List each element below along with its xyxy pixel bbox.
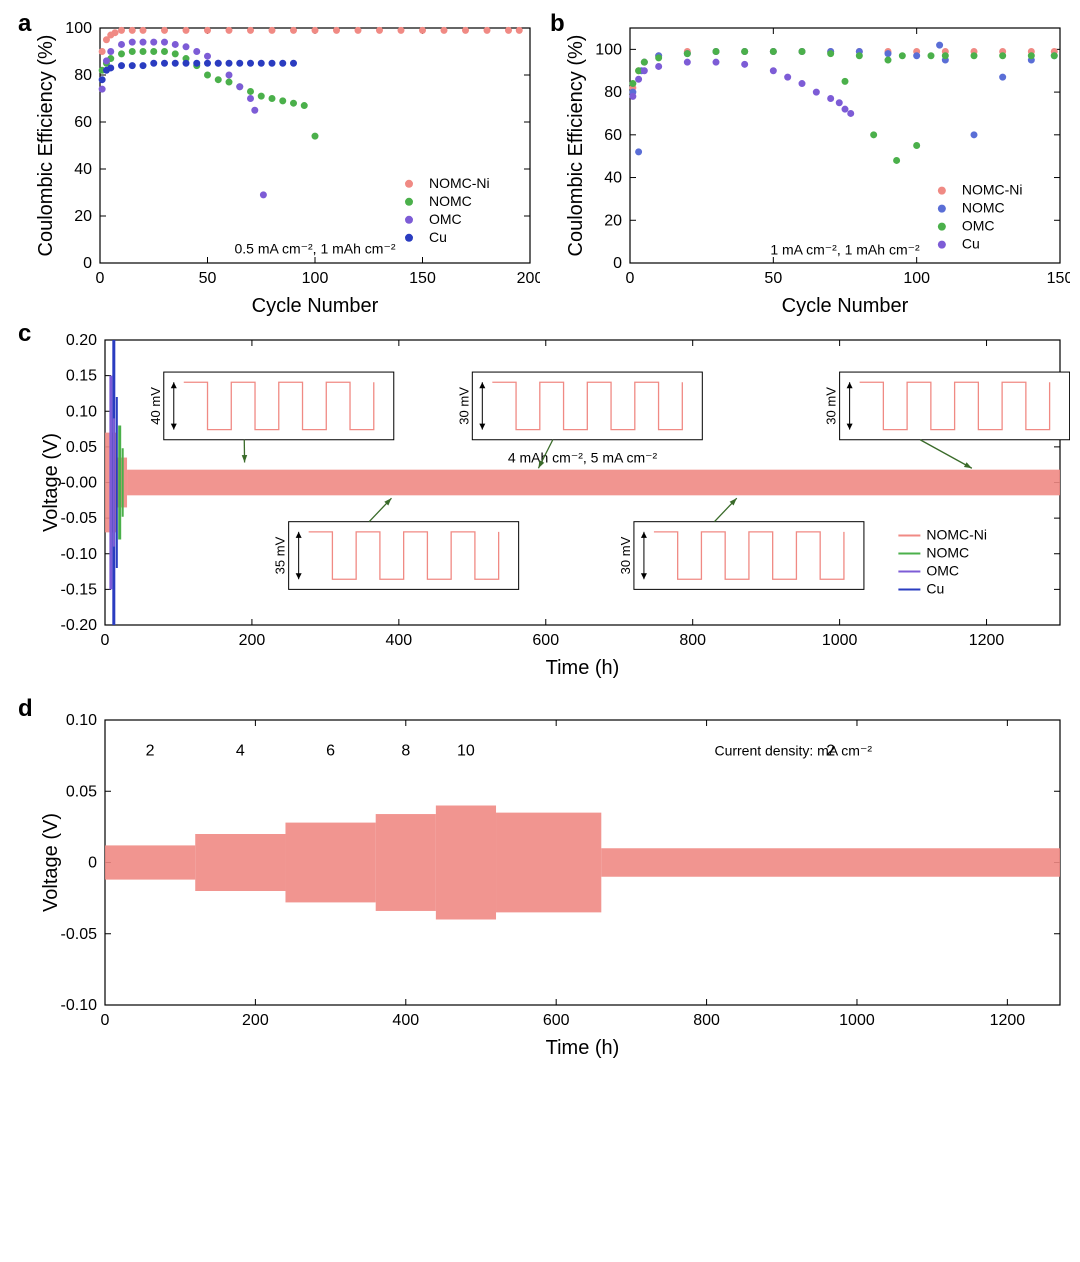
svg-text:0.20: 0.20 <box>66 332 97 349</box>
svg-text:150: 150 <box>1047 270 1070 287</box>
svg-text:NOMC-Ni: NOMC-Ni <box>962 182 1023 198</box>
svg-text:-0.05: -0.05 <box>61 510 98 527</box>
svg-text:100: 100 <box>65 20 92 37</box>
svg-text:Time (h): Time (h) <box>546 1037 620 1059</box>
svg-text:0.05: 0.05 <box>66 439 97 456</box>
svg-text:400: 400 <box>385 632 412 649</box>
svg-text:8: 8 <box>401 743 410 760</box>
svg-text:1000: 1000 <box>822 632 858 649</box>
svg-text:150: 150 <box>409 270 436 287</box>
svg-text:100: 100 <box>903 270 930 287</box>
svg-text:0: 0 <box>83 255 92 272</box>
svg-text:400: 400 <box>392 1012 419 1029</box>
svg-text:1200: 1200 <box>990 1012 1026 1029</box>
svg-text:NOMC: NOMC <box>962 200 1005 216</box>
svg-text:20: 20 <box>604 212 622 229</box>
svg-text:60: 60 <box>74 114 92 131</box>
svg-text:NOMC: NOMC <box>926 545 969 561</box>
svg-text:-0.10: -0.10 <box>61 997 98 1014</box>
svg-text:200: 200 <box>517 270 540 287</box>
svg-text:-0.05: -0.05 <box>61 926 98 943</box>
svg-text:0: 0 <box>96 270 105 287</box>
svg-text:600: 600 <box>543 1012 570 1029</box>
svg-text:Cu: Cu <box>962 236 980 252</box>
svg-text:4: 4 <box>236 743 245 760</box>
svg-text:40: 40 <box>604 170 622 187</box>
svg-text:0.15: 0.15 <box>66 368 97 385</box>
svg-text:Coulombic Efficiency (%): Coulombic Efficiency (%) <box>565 35 587 257</box>
svg-text:Cycle Number: Cycle Number <box>782 295 909 317</box>
svg-text:Cu: Cu <box>429 229 447 245</box>
svg-text:50: 50 <box>199 270 217 287</box>
svg-text:OMC: OMC <box>429 211 462 227</box>
svg-text:30 mV: 30 mV <box>618 536 633 574</box>
svg-text:60: 60 <box>604 127 622 144</box>
svg-text:0: 0 <box>88 855 97 872</box>
svg-text:20: 20 <box>74 208 92 225</box>
svg-text:0.5 mA cm⁻², 1 mAh cm⁻²: 0.5 mA cm⁻², 1 mAh cm⁻² <box>234 241 395 257</box>
svg-text:Time (h): Time (h) <box>546 657 620 679</box>
svg-text:2: 2 <box>146 743 155 760</box>
svg-text:Current density: mA cm⁻²: Current density: mA cm⁻² <box>714 743 872 759</box>
panel-b-chart: 0 50 100 150 0 20 40 60 80 100 Cycle Number Coulomb… <box>560 18 1070 318</box>
svg-text:200: 200 <box>242 1012 269 1029</box>
svg-text:NOMC-Ni: NOMC-Ni <box>926 527 987 543</box>
svg-text:-0.00: -0.00 <box>61 475 98 492</box>
svg-text:OMC: OMC <box>926 563 959 579</box>
svg-text:40: 40 <box>74 161 92 178</box>
svg-text:0.10: 0.10 <box>66 403 97 420</box>
svg-text:1200: 1200 <box>969 632 1005 649</box>
svg-text:35 mV: 35 mV <box>273 536 288 574</box>
svg-text:Voltage (V): Voltage (V) <box>40 433 62 532</box>
panel-a-chart: 0 50 100 150 200 0 20 40 60 80 100 Cycle Number Coul… <box>30 18 540 318</box>
svg-text:-0.20: -0.20 <box>61 617 98 634</box>
svg-text:600: 600 <box>532 632 559 649</box>
svg-text:50: 50 <box>764 270 782 287</box>
svg-text:0.10: 0.10 <box>66 712 97 729</box>
svg-text:Cu: Cu <box>926 581 944 597</box>
svg-text:-0.10: -0.10 <box>61 546 98 563</box>
svg-text:100: 100 <box>302 270 329 287</box>
svg-text:0.05: 0.05 <box>66 783 97 800</box>
svg-text:0: 0 <box>613 255 622 272</box>
panel-d-chart: 0 200 400 600 800 1000 1200 -0.10 -0.05 0 0.05 0.10… <box>30 710 1070 1060</box>
svg-text:0: 0 <box>101 1012 110 1029</box>
svg-text:NOMC: NOMC <box>429 193 472 209</box>
svg-text:80: 80 <box>74 67 92 84</box>
svg-text:10: 10 <box>457 743 475 760</box>
svg-text:30 mV: 30 mV <box>824 387 839 425</box>
svg-text:80: 80 <box>604 84 622 101</box>
panel-c-chart: 0 200 400 600 800 1000 1200 -0.20 -0.15 -0.10 -0.0… <box>30 330 1070 680</box>
svg-text:0: 0 <box>626 270 635 287</box>
svg-text:0: 0 <box>101 632 110 649</box>
svg-text:100: 100 <box>595 41 622 58</box>
svg-text:800: 800 <box>679 632 706 649</box>
svg-text:800: 800 <box>693 1012 720 1029</box>
svg-text:OMC: OMC <box>962 218 995 234</box>
svg-text:1 mA cm⁻², 1 mAh cm⁻²: 1 mA cm⁻², 1 mAh cm⁻² <box>770 241 920 257</box>
svg-text:NOMC-Ni: NOMC-Ni <box>429 175 490 191</box>
svg-text:Coulombic Efficiency (%): Coulombic Efficiency (%) <box>35 35 57 257</box>
figure: a 050100150200020406080100Cycle NumberCo… <box>10 10 1070 1252</box>
svg-text:4 mAh cm⁻², 5 mA cm⁻²: 4 mAh cm⁻², 5 mA cm⁻² <box>508 450 658 466</box>
svg-text:30 mV: 30 mV <box>456 387 471 425</box>
svg-text:-0.15: -0.15 <box>61 581 98 598</box>
svg-text:Voltage (V): Voltage (V) <box>40 813 62 912</box>
svg-text:40 mV: 40 mV <box>148 387 163 425</box>
svg-text:1000: 1000 <box>839 1012 875 1029</box>
svg-text:6: 6 <box>326 743 335 760</box>
svg-text:Cycle Number: Cycle Number <box>252 295 379 317</box>
svg-text:200: 200 <box>239 632 266 649</box>
